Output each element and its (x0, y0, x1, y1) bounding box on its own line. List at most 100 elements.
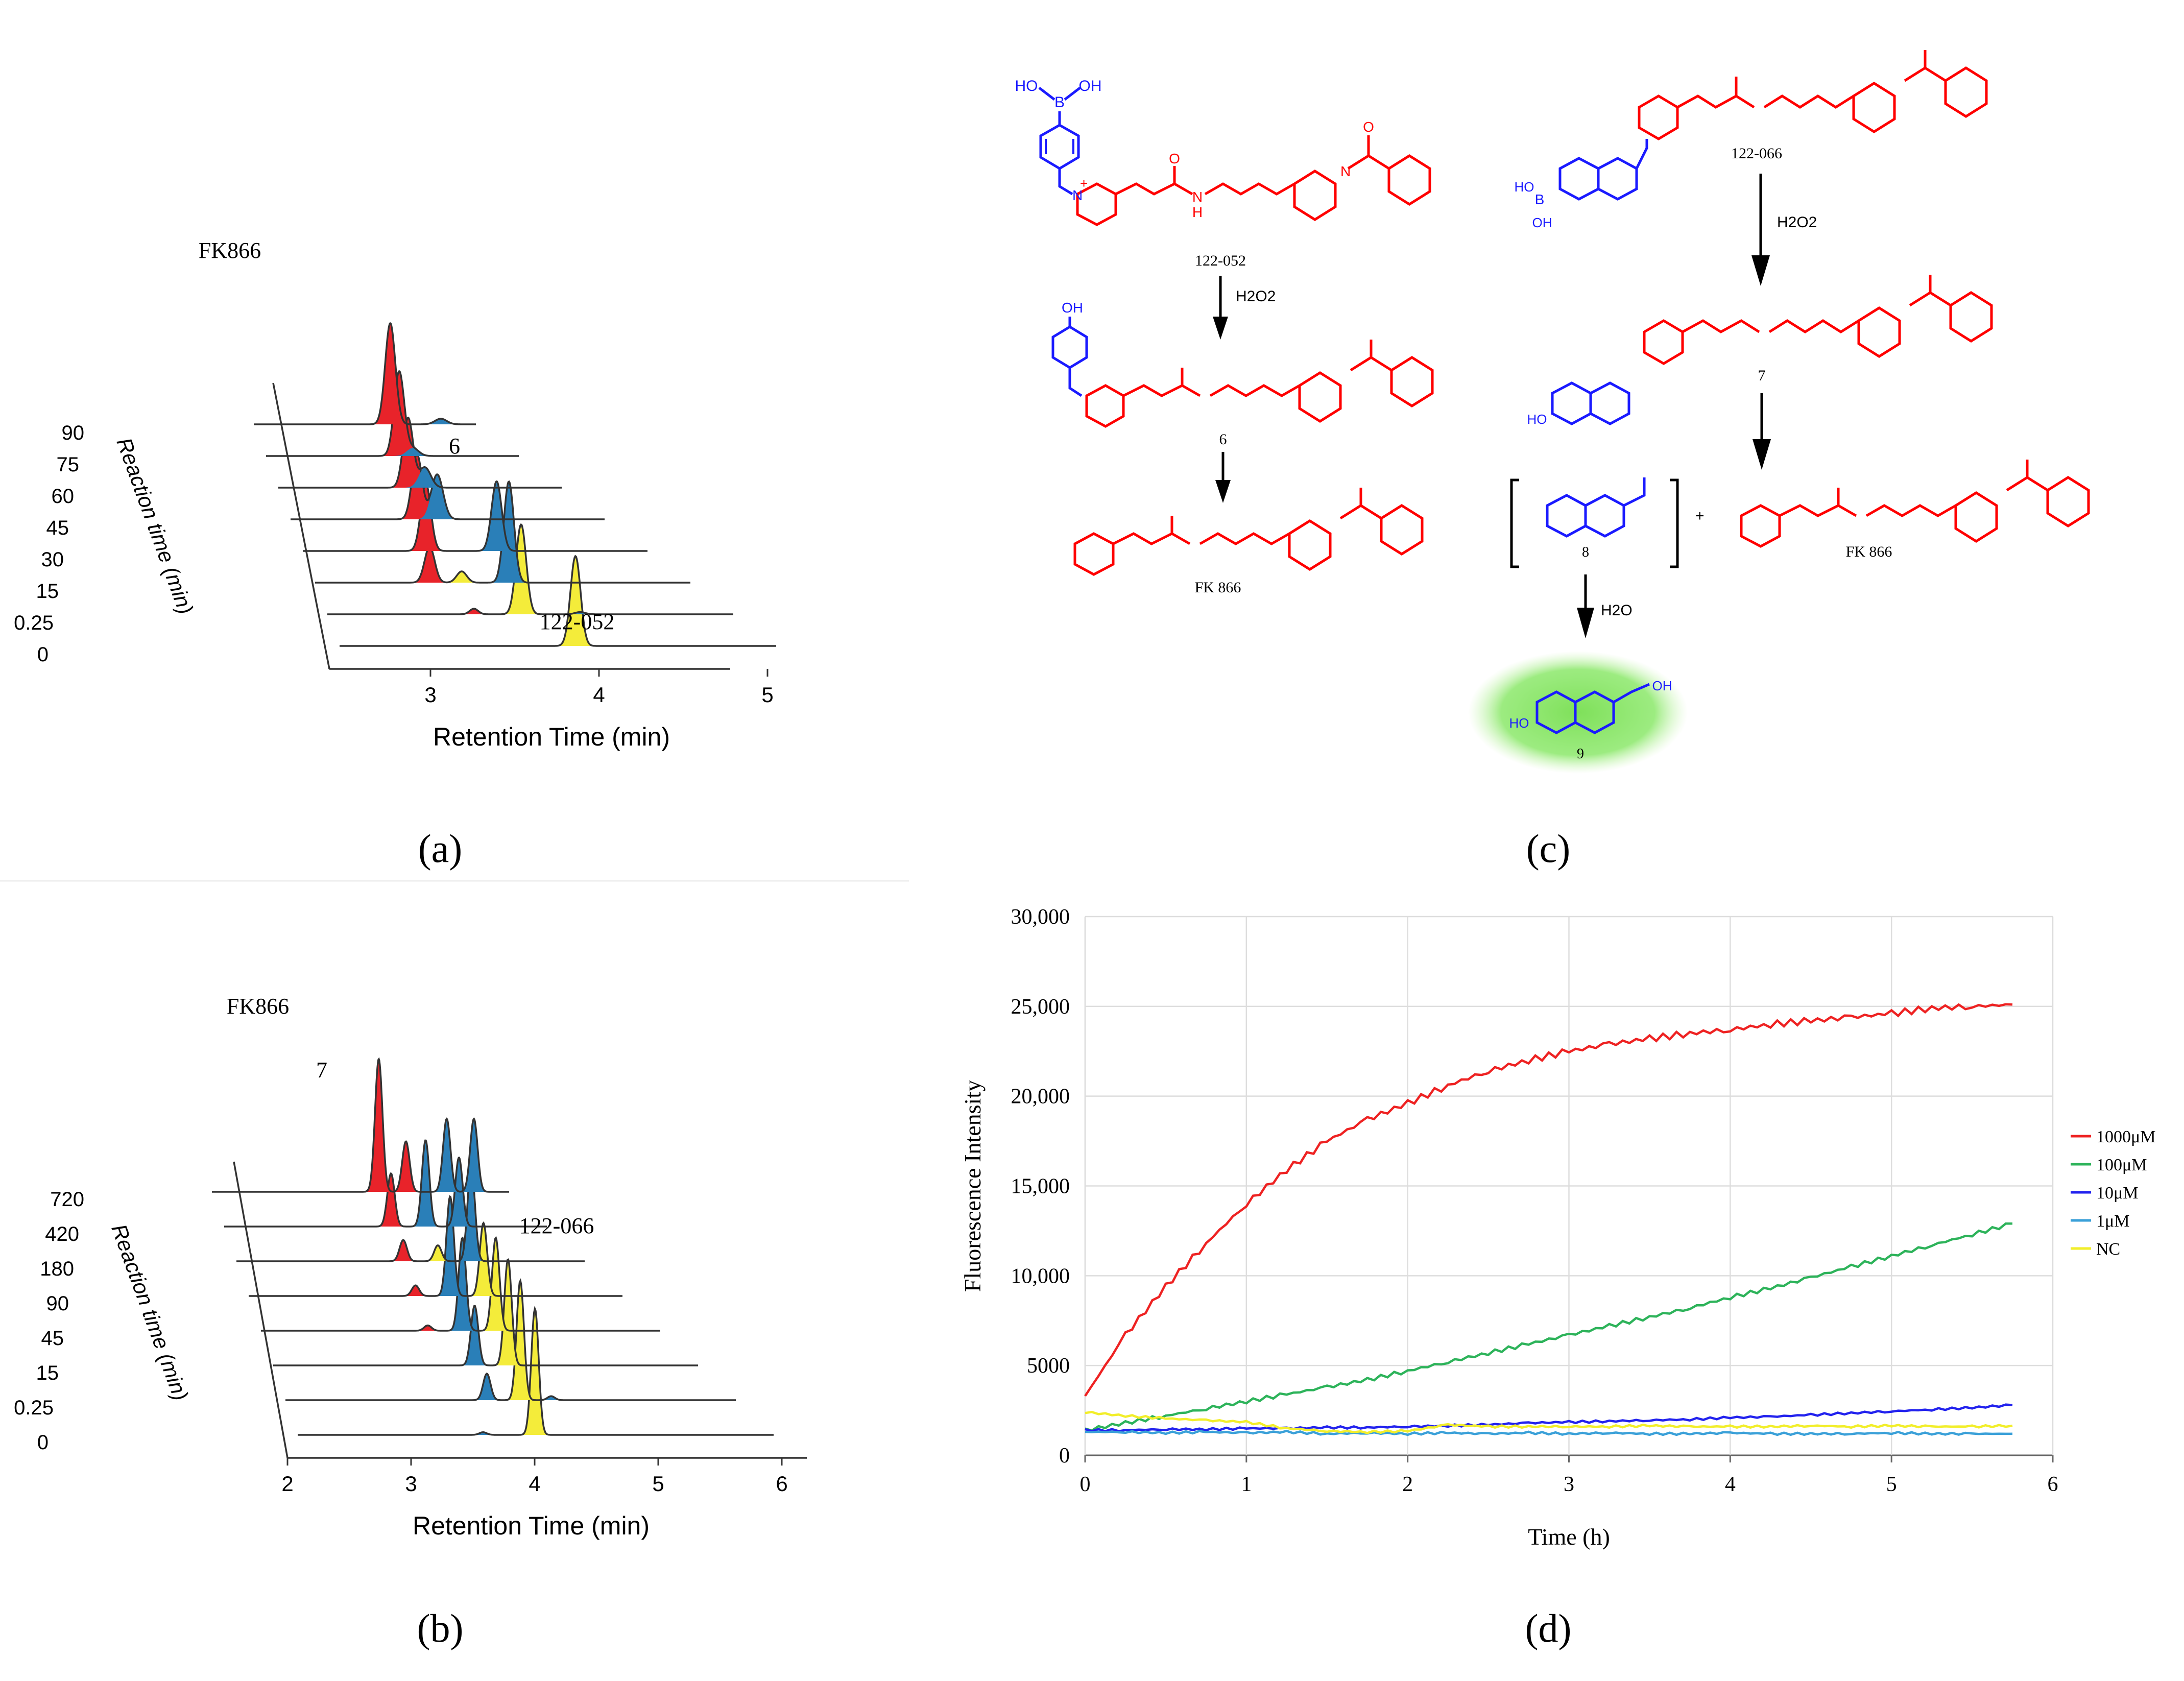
annotation-7-b: 7 (316, 1058, 327, 1083)
panel-c-reaction-scheme: HO B OH N + O N H N O 122-052 H2O2 (1015, 50, 2090, 774)
annotation-fk866-a: FK866 (199, 238, 261, 263)
annotation-fk866-b: FK866 (227, 994, 289, 1019)
reaction-time-label-a-6: 75 (57, 453, 80, 476)
x-tick-label-a-2: 5 (761, 683, 773, 707)
atom-plus: + (1080, 176, 1088, 191)
compound-8-label: 8 (1582, 544, 1589, 560)
atom-oh-6: OH (1062, 300, 1083, 316)
compound-122-066-label: 122-066 (1731, 145, 1782, 162)
trace-b-420 (224, 1139, 547, 1228)
reaction-time-label-a-3: 30 (41, 548, 64, 571)
compound-fk866-left-label: FK 866 (1195, 579, 1241, 596)
reaction-time-label-b-4: 90 (46, 1292, 69, 1315)
x-axis-title-a: Retention Time (min) (433, 723, 670, 751)
y-tick-label-3: 15,000 (1011, 1175, 1070, 1198)
x-tick-label-b-0: 2 (281, 1472, 293, 1496)
trace-a-0 (340, 555, 776, 647)
molecule-fk866-left: FK 866 (1073, 488, 1424, 596)
atom-h: H (1192, 204, 1203, 220)
trace-a-60 (278, 416, 562, 489)
peak-b-720-0 (367, 1059, 391, 1192)
molecule-7: HO 7 (1527, 275, 1993, 427)
reaction-time-label-a-5: 60 (52, 485, 75, 508)
panel-c-label: (c) (1526, 826, 1571, 871)
reaction-time-label-b-6: 420 (45, 1223, 79, 1245)
series-line-3 (1085, 1429, 2013, 1436)
y-axis-title-b: Reaction time (min) (107, 1221, 193, 1404)
trace-a-30 (303, 480, 647, 552)
y-tick-label-2: 10,000 (1011, 1264, 1070, 1288)
compound-6-label: 6 (1219, 431, 1227, 448)
reaction-time-label-a-2: 15 (36, 580, 59, 603)
legend-label-3: 1μM (2096, 1212, 2129, 1231)
compound-7-label: 7 (1758, 367, 1766, 384)
peak-b-720-1 (394, 1141, 418, 1192)
reaction-time-label-b-2: 15 (36, 1362, 59, 1384)
reaction-time-label-a-4: 45 (46, 517, 69, 539)
x-tick-label-2: 2 (1402, 1473, 1413, 1496)
compound-fk866-right-label: FK 866 (1846, 543, 1892, 560)
atom-n: N (1192, 189, 1203, 205)
atom-o-benzoyl: O (1363, 119, 1374, 135)
trace-a-45 (291, 453, 605, 520)
atom-ho-7: HO (1527, 412, 1547, 427)
reaction-time-label-a-0: 0 (37, 643, 49, 666)
depth-axis-b (233, 1161, 289, 1458)
legend-label-0: 1000μM (2096, 1127, 2155, 1146)
annotation-122-066-b: 122-066 (519, 1213, 594, 1238)
annotation-6-a: 6 (449, 434, 460, 459)
x-axis-title-b: Retention Time (min) (413, 1511, 650, 1540)
legend-label-2: 10μM (2096, 1184, 2138, 1203)
molecule-6: OH 6 (1051, 300, 1434, 448)
peak-a-15-0 (413, 546, 446, 583)
x-tick-label-b-4: 6 (776, 1472, 787, 1496)
molecule-122-066: B HO OH 122-066 (1515, 50, 1988, 230)
x-tick-label-a-0: 3 (424, 683, 436, 707)
atom-ho-9: HO (1509, 715, 1529, 731)
y-tick-label-1: 5000 (1027, 1354, 1070, 1378)
reaction-time-label-b-5: 180 (40, 1258, 74, 1280)
molecule-9: OH HO 9 (1468, 651, 1688, 774)
reaction-time-label-b-0: 0 (37, 1431, 49, 1454)
x-tick-label-a-1: 4 (593, 683, 605, 707)
series-line-2 (1085, 1403, 2013, 1433)
x-tick-label-b-2: 4 (529, 1472, 540, 1496)
trace-b-15 (273, 1258, 698, 1366)
peak-b-0.25-1 (475, 1374, 499, 1400)
atom-b-coumarin: B (1535, 191, 1545, 207)
panel-d-fluorescence-chart: 0 5000 10,000 15,000 20,000 25,000 30,000 0 1 2 3 4… (959, 905, 2155, 1550)
atom-oh-coumarin1: HO (1515, 179, 1534, 195)
legend-label-1: 100μM (2096, 1156, 2147, 1174)
trace-b-720 (212, 1057, 509, 1193)
series-line-0 (1084, 1003, 2013, 1397)
fragment-8: 8 (1510, 477, 1679, 568)
y-tick-label-5: 25,000 (1011, 995, 1070, 1019)
reaction-time-label-b-3: 45 (41, 1327, 64, 1350)
x-tick-label-b-1: 3 (405, 1472, 417, 1496)
molecule-fk866-right: FK 866 (1740, 460, 2090, 560)
trace-a-90 (254, 322, 476, 425)
fluorescence-glow (1468, 651, 1688, 774)
reaction-time-label-a-1: 0.25 (14, 612, 54, 634)
panel-a-label: (a) (418, 826, 463, 871)
trace-a-0.25 (327, 523, 733, 615)
reagent-h2o2-left: H2O2 (1236, 288, 1276, 305)
series-line-1 (1085, 1222, 2012, 1432)
peak-b-720-3 (462, 1119, 486, 1192)
atom-o: O (1169, 151, 1180, 166)
x-tick-label-5: 5 (1886, 1473, 1897, 1496)
reaction-time-label-b-7: 720 (50, 1188, 84, 1211)
atom-n-pip: N (1340, 163, 1351, 179)
trace-b-0 (298, 1305, 774, 1436)
y-axis-title-a: Reaction time (min) (112, 435, 198, 617)
trace-b-45 (261, 1236, 660, 1332)
reaction-time-label-a-7: 90 (62, 422, 85, 444)
reaction-time-label-b-1: 0.25 (14, 1397, 54, 1419)
trace-b-0.25 (285, 1278, 736, 1401)
x-tick-label-3: 3 (1564, 1473, 1574, 1496)
x-tick-label-b-3: 5 (652, 1472, 664, 1496)
annotation-122-052-a: 122-052 (540, 609, 615, 634)
atom-b: B (1054, 94, 1065, 111)
